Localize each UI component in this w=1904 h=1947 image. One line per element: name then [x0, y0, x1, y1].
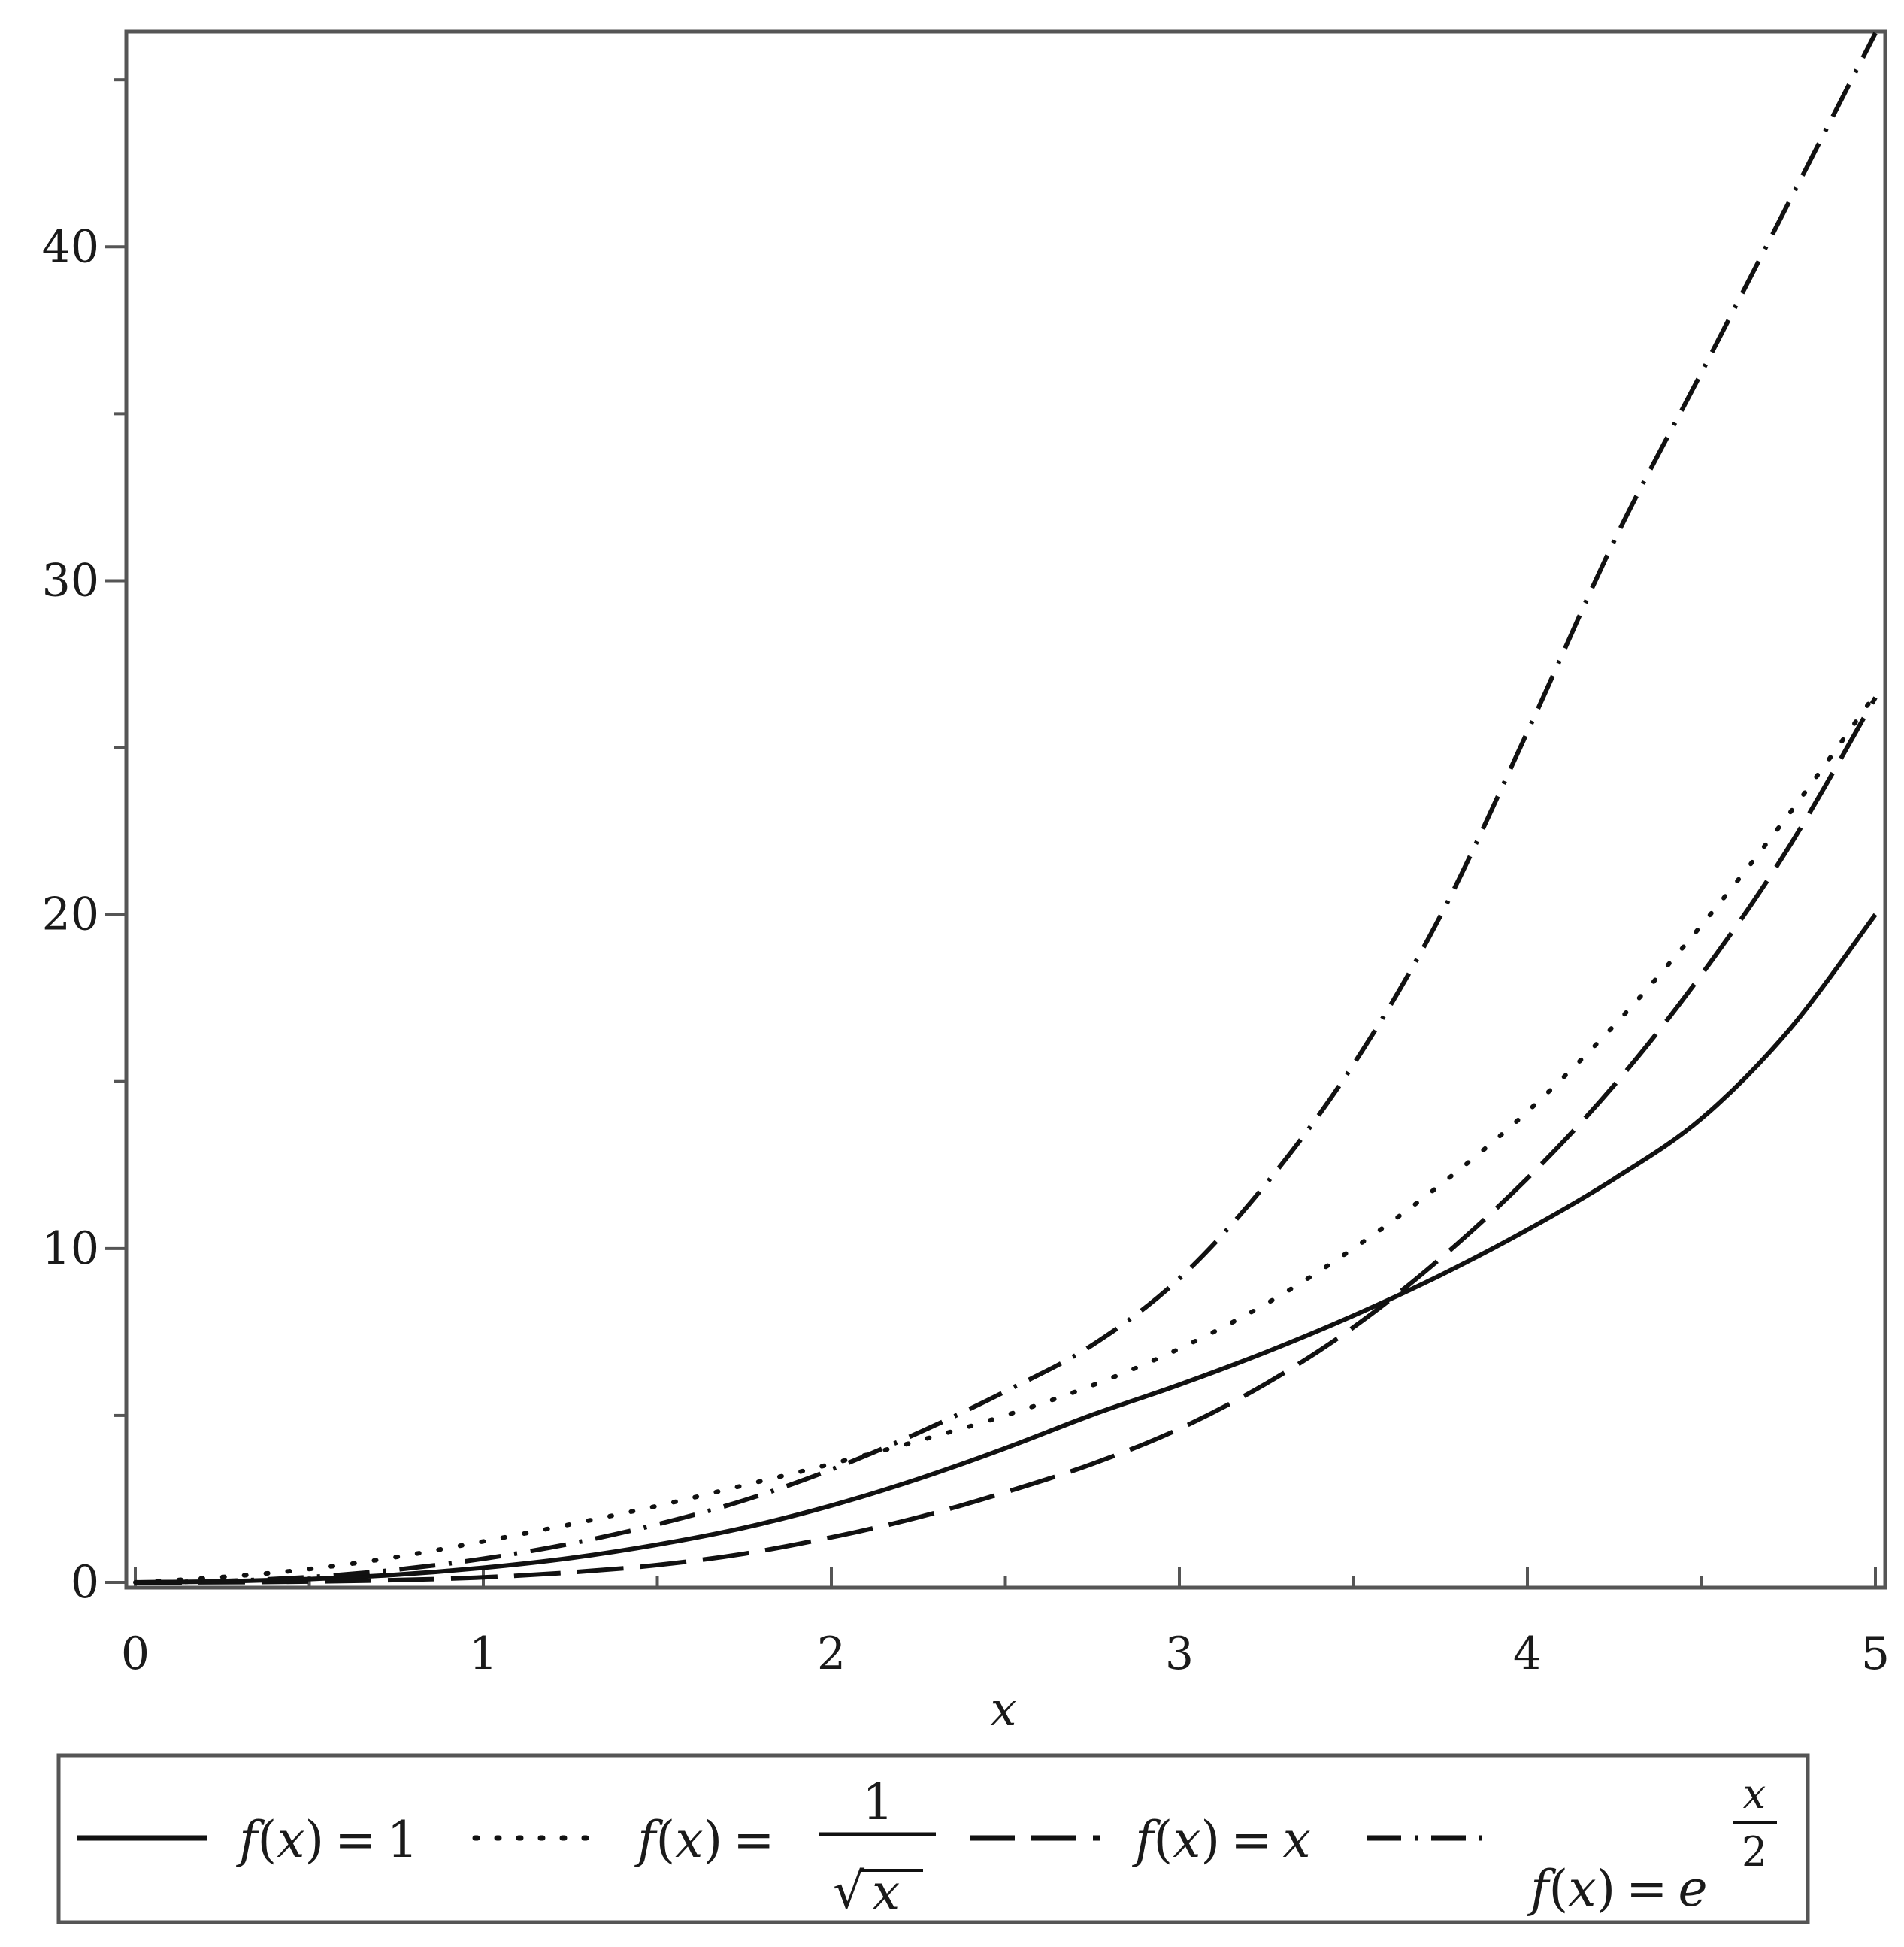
x-tick-label: 2 — [817, 1628, 846, 1680]
y-tick-label: 30 — [42, 554, 99, 607]
y-tick-label: 20 — [42, 889, 99, 941]
series-line-solid — [135, 913, 1878, 1585]
x-tick-label: 3 — [1165, 1628, 1194, 1680]
legend-label-1: f(x) = 1 — [235, 1811, 418, 1869]
legend-item-2: f(x) = 1 √ x — [472, 1773, 936, 1921]
series-layer — [133, 32, 1878, 1585]
legend-sqrt-x: x — [872, 1864, 900, 1921]
legend-item-4: f(x) = e x 2 — [1367, 1770, 1777, 1918]
x-tick-label: 4 — [1513, 1628, 1542, 1680]
x-tick-label: 0 — [121, 1628, 150, 1680]
legend-sqrt-sign: √ — [833, 1862, 865, 1920]
legend-fraction-numerator: 1 — [862, 1773, 894, 1831]
y-tick-label: 10 — [42, 1222, 99, 1275]
series-line-dotted — [133, 692, 1878, 1585]
legend-item-1: f(x) = 1 — [77, 1811, 418, 1869]
legend-label-3: f(x) = x — [1131, 1811, 1311, 1869]
legend-exponent-numerator: x — [1743, 1770, 1766, 1818]
series-line-dashdot — [135, 32, 1878, 1585]
axis-ticks: 0 1 2 3 4 5 0 10 20 30 40 — [42, 78, 1890, 1680]
legend-exponent-denominator: 2 — [1742, 1828, 1767, 1876]
y-tick-label: 0 — [71, 1556, 99, 1609]
legend: f(x) = 1 f(x) = 1 √ x f(x) = x f(x) = e — [56, 1753, 1810, 1924]
legend-label-4: f(x) = e — [1527, 1860, 1708, 1918]
x-tick-label: 5 — [1861, 1628, 1890, 1680]
legend-box — [56, 1753, 1810, 1924]
legend-item-3: f(x) = x — [970, 1811, 1311, 1869]
series-line-dashed — [135, 696, 1878, 1585]
x-tick-label: 1 — [469, 1628, 498, 1680]
x-axis-label: x — [991, 1682, 1017, 1737]
legend-label-2: f(x) = — [634, 1811, 774, 1869]
y-tick-label: 40 — [42, 220, 99, 273]
